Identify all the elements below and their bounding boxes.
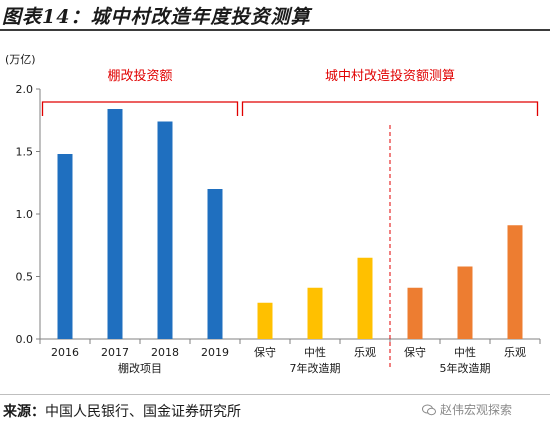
group-label: 5年改造期 [440, 361, 491, 375]
x-tick-label: 保守 [254, 345, 276, 359]
y-tick-label: 0.0 [16, 333, 34, 346]
title-divider [0, 29, 550, 31]
wechat-icon [422, 404, 436, 415]
village-group-bracket [241, 101, 539, 116]
group-label: 棚改项目 [118, 361, 162, 375]
bar-乐观 [357, 257, 373, 339]
y-tick-label: 1.0 [16, 208, 34, 221]
bar-chart: 0.0 0.5 1.0 1.5 2.0 (万亿) 2016 2017 2018 2019 保守 中性… [5, 53, 541, 375]
axes: 0.0 0.5 1.0 1.5 2.0 (万亿) [5, 53, 541, 346]
bar-2018 [157, 121, 173, 339]
source-text: 中国人民银行、国金证券研究所 [45, 404, 241, 420]
bar-中性 [307, 287, 323, 339]
x-tick-label: 乐观 [354, 346, 376, 359]
x-tick-label: 中性 [304, 345, 326, 359]
bar-2016 [57, 154, 73, 339]
watermark-text: 赵伟宏观探索 [440, 403, 513, 417]
bar-乐观 [507, 225, 523, 339]
group-label: 7年改造期 [290, 361, 341, 375]
y-axis-unit: (万亿) [5, 53, 36, 66]
watermark: 赵伟宏观探索 [422, 401, 512, 418]
x-tick-label: 2018 [151, 346, 179, 359]
shantytown-group-bracket [41, 101, 239, 116]
bar-保守 [257, 302, 273, 339]
bar-中性 [457, 266, 473, 339]
x-tick-label: 乐观 [504, 346, 526, 359]
footer-divider [0, 394, 550, 395]
x-tick-label: 中性 [454, 345, 476, 359]
y-tick-label: 1.5 [16, 146, 34, 159]
y-tick-label: 2.0 [16, 83, 34, 96]
annotations: 棚改投资额 城中村改造投资额测算 [41, 68, 539, 367]
bars [57, 109, 523, 339]
shantytown-group-label: 棚改投资额 [107, 68, 172, 84]
x-tick-label: 保守 [404, 345, 426, 359]
source-label: 来源： [3, 404, 45, 420]
x-tick-label: 2019 [201, 346, 229, 359]
x-tick-label: 2017 [101, 346, 129, 359]
chart-title: 图表14：城中村改造年度投资测算 [2, 6, 311, 28]
source-note: 来源：中国人民银行、国金证券研究所 [3, 401, 241, 421]
bar-2019 [207, 189, 223, 339]
y-tick-label: 0.5 [16, 271, 34, 284]
bar-2017 [107, 109, 123, 339]
village-group-label: 城中村改造投资额测算 [325, 68, 455, 84]
x-tick-label: 2016 [51, 346, 79, 359]
bar-保守 [407, 287, 423, 339]
